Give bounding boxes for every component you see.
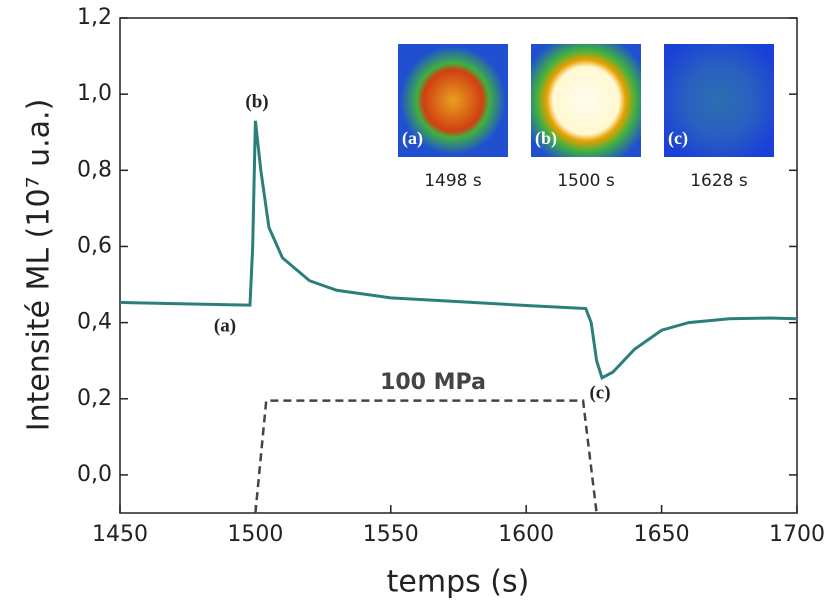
y-tick-label: 0,8 (77, 157, 112, 182)
annotation: (b) (245, 91, 268, 112)
pressure-label: 100 MPa (380, 370, 486, 395)
inset-label: (c) (668, 128, 688, 149)
annotation: (a) (214, 315, 236, 336)
inset-image (398, 44, 508, 157)
x-tick-label: 1450 (92, 522, 148, 547)
line (119, 120, 798, 380)
inset-label: (b) (535, 128, 557, 149)
y-tick-label: 0,2 (77, 386, 112, 411)
inset-caption: 1498 s (424, 171, 482, 191)
inset-caption: 1628 s (690, 171, 748, 191)
y-tick-label: 1,0 (77, 81, 112, 106)
y-axis-title: Intensité ML (10⁷ u.a.) (22, 99, 57, 432)
x-tick-label: 1650 (634, 522, 690, 547)
x-axis-title: temps (s) (387, 565, 530, 599)
y-tick-label: 0,4 (77, 310, 112, 335)
x-tick-label: 1500 (227, 522, 283, 547)
y-tick-label: 0,6 (77, 233, 112, 258)
inset-caption: 1500 s (557, 171, 615, 191)
inset-image (531, 44, 641, 157)
pressure-line (254, 399, 598, 514)
plot-frame (119, 17, 798, 514)
y-tick-label: 1,2 (77, 5, 112, 30)
x-tick-label: 1550 (363, 522, 419, 547)
inset-image (664, 44, 774, 157)
x-tick-label: 1600 (498, 522, 554, 547)
annotation: (c) (589, 382, 610, 403)
y-tick-label: 0,0 (77, 462, 112, 487)
x-tick-label: 1700 (769, 522, 825, 547)
inset-label: (a) (402, 128, 423, 149)
